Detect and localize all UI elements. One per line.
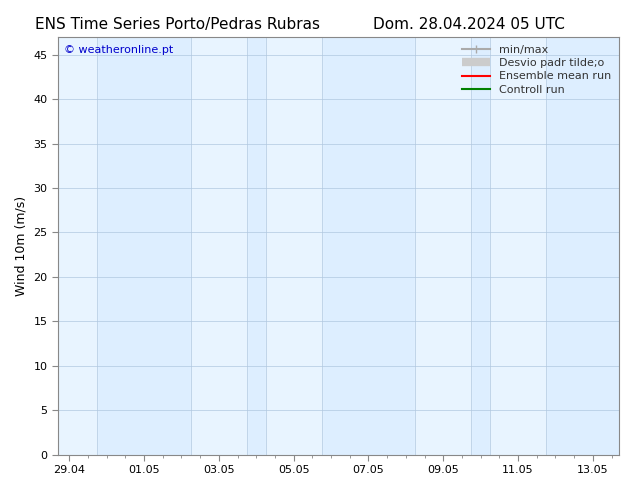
Bar bbox=[191, 37, 247, 455]
Bar bbox=[415, 37, 471, 455]
Y-axis label: Wind 10m (m/s): Wind 10m (m/s) bbox=[15, 196, 28, 296]
Bar bbox=[490, 37, 546, 455]
Legend: min/max, Desvio padr tilde;o, Ensemble mean run, Controll run: min/max, Desvio padr tilde;o, Ensemble m… bbox=[458, 40, 616, 99]
Bar bbox=[41, 37, 98, 455]
Text: © weatheronline.pt: © weatheronline.pt bbox=[63, 46, 173, 55]
Bar bbox=[266, 37, 321, 455]
Text: ENS Time Series Porto/Pedras Rubras: ENS Time Series Porto/Pedras Rubras bbox=[35, 17, 320, 32]
Text: Dom. 28.04.2024 05 UTC: Dom. 28.04.2024 05 UTC bbox=[373, 17, 565, 32]
